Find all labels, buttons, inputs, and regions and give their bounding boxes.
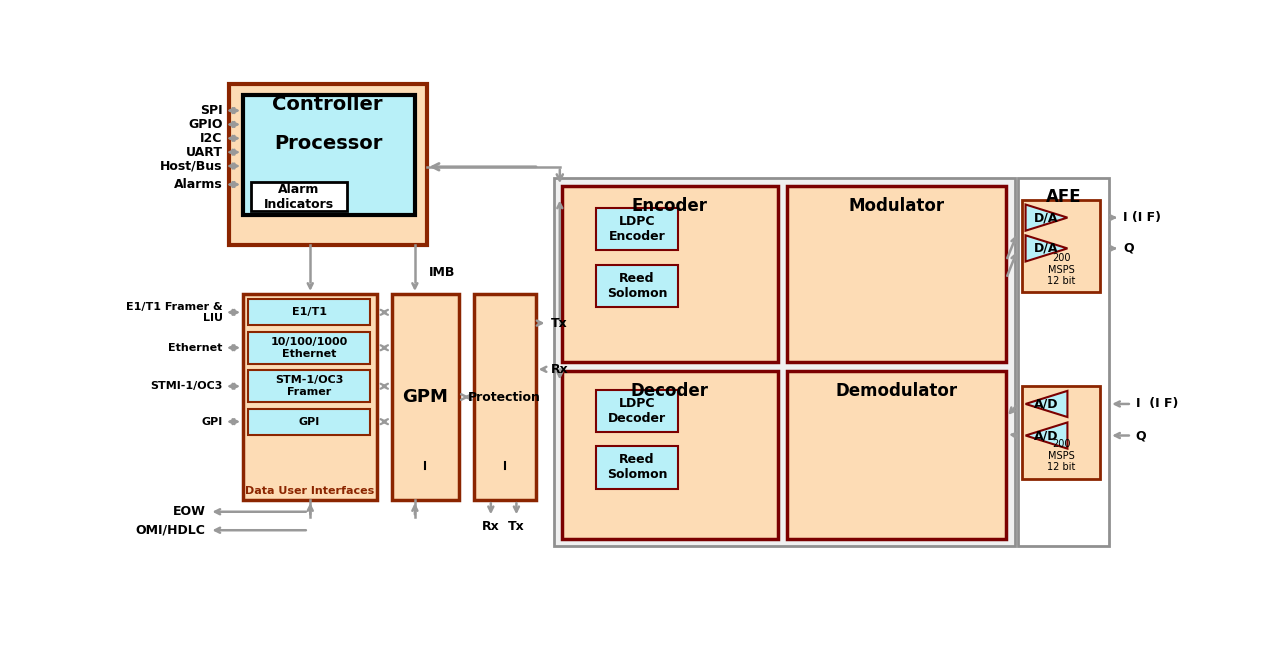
Polygon shape xyxy=(1026,422,1068,449)
FancyBboxPatch shape xyxy=(596,207,677,250)
Text: Modulator: Modulator xyxy=(849,197,945,215)
Text: E1/T1 Framer &
LIU: E1/T1 Framer & LIU xyxy=(126,301,223,323)
Text: AFE: AFE xyxy=(1045,188,1081,206)
FancyBboxPatch shape xyxy=(596,447,677,488)
Polygon shape xyxy=(1026,205,1068,231)
Text: SPI: SPI xyxy=(200,104,223,117)
Text: LDPC
Encoder: LDPC Encoder xyxy=(608,215,666,243)
FancyBboxPatch shape xyxy=(229,84,426,244)
Text: I (I F): I (I F) xyxy=(1123,211,1161,224)
Text: GPIO: GPIO xyxy=(188,118,223,131)
Text: 10/100/1000
Ethernet: 10/100/1000 Ethernet xyxy=(270,337,348,359)
FancyBboxPatch shape xyxy=(243,294,377,500)
Text: A/D: A/D xyxy=(1034,398,1059,411)
Text: Rx: Rx xyxy=(482,520,500,533)
Text: E1/T1: E1/T1 xyxy=(292,307,327,318)
Text: D/A: D/A xyxy=(1034,211,1059,224)
FancyBboxPatch shape xyxy=(563,186,778,362)
Text: STMI-1/OC3: STMI-1/OC3 xyxy=(150,381,223,391)
Text: Q: Q xyxy=(1123,242,1134,255)
FancyBboxPatch shape xyxy=(596,265,677,307)
FancyBboxPatch shape xyxy=(563,371,778,539)
FancyBboxPatch shape xyxy=(596,390,677,432)
Text: STM-1/OC3
Framer: STM-1/OC3 Framer xyxy=(275,376,344,397)
FancyBboxPatch shape xyxy=(243,95,415,215)
FancyBboxPatch shape xyxy=(248,332,370,364)
FancyBboxPatch shape xyxy=(1022,200,1100,292)
Text: Controller: Controller xyxy=(272,95,383,114)
FancyBboxPatch shape xyxy=(1018,179,1109,546)
FancyBboxPatch shape xyxy=(787,371,1006,539)
Text: Rx: Rx xyxy=(551,363,569,376)
Text: Ethernet: Ethernet xyxy=(168,343,223,353)
Text: 200
MSPS
12 bit: 200 MSPS 12 bit xyxy=(1046,253,1076,286)
Text: GPI: GPI xyxy=(201,417,223,426)
FancyBboxPatch shape xyxy=(554,179,1015,546)
Text: I2C: I2C xyxy=(200,132,223,145)
Text: Reed
Solomon: Reed Solomon xyxy=(607,454,667,481)
Text: IMB: IMB xyxy=(429,266,456,279)
FancyBboxPatch shape xyxy=(474,294,536,500)
FancyBboxPatch shape xyxy=(392,294,460,500)
Polygon shape xyxy=(1026,235,1068,261)
Text: Tx: Tx xyxy=(508,520,524,533)
Text: Reed
Solomon: Reed Solomon xyxy=(607,272,667,300)
FancyBboxPatch shape xyxy=(248,409,370,435)
Text: GPI: GPI xyxy=(298,417,320,426)
Text: Alarms: Alarms xyxy=(174,178,223,191)
Text: A/D: A/D xyxy=(1034,429,1059,442)
FancyBboxPatch shape xyxy=(248,299,370,325)
Text: OMI/HDLC: OMI/HDLC xyxy=(136,524,206,537)
Text: Host/Bus: Host/Bus xyxy=(160,160,223,173)
Text: D/A: D/A xyxy=(1034,242,1059,255)
Text: 200
MSPS
12 bit: 200 MSPS 12 bit xyxy=(1046,439,1076,473)
FancyBboxPatch shape xyxy=(251,182,348,211)
Text: UART: UART xyxy=(186,145,223,158)
Text: Encoder: Encoder xyxy=(631,197,708,215)
Text: Data User Interfaces: Data User Interfaces xyxy=(246,486,374,496)
Text: Processor: Processor xyxy=(275,134,383,153)
Text: GPM: GPM xyxy=(402,388,448,406)
Text: Decoder: Decoder xyxy=(631,381,709,400)
Text: I  (I F): I (I F) xyxy=(1136,398,1178,411)
Text: Demodulator: Demodulator xyxy=(835,381,957,400)
Text: Q: Q xyxy=(1136,429,1146,442)
Polygon shape xyxy=(1026,391,1068,417)
Text: Alarm
Indicators: Alarm Indicators xyxy=(264,183,334,211)
FancyBboxPatch shape xyxy=(248,370,370,402)
FancyBboxPatch shape xyxy=(787,186,1006,362)
Text: Protection: Protection xyxy=(468,391,541,404)
Text: EOW: EOW xyxy=(173,505,206,518)
Text: LDPC
Decoder: LDPC Decoder xyxy=(607,397,666,425)
FancyBboxPatch shape xyxy=(1022,386,1100,479)
Text: Tx: Tx xyxy=(551,317,568,330)
